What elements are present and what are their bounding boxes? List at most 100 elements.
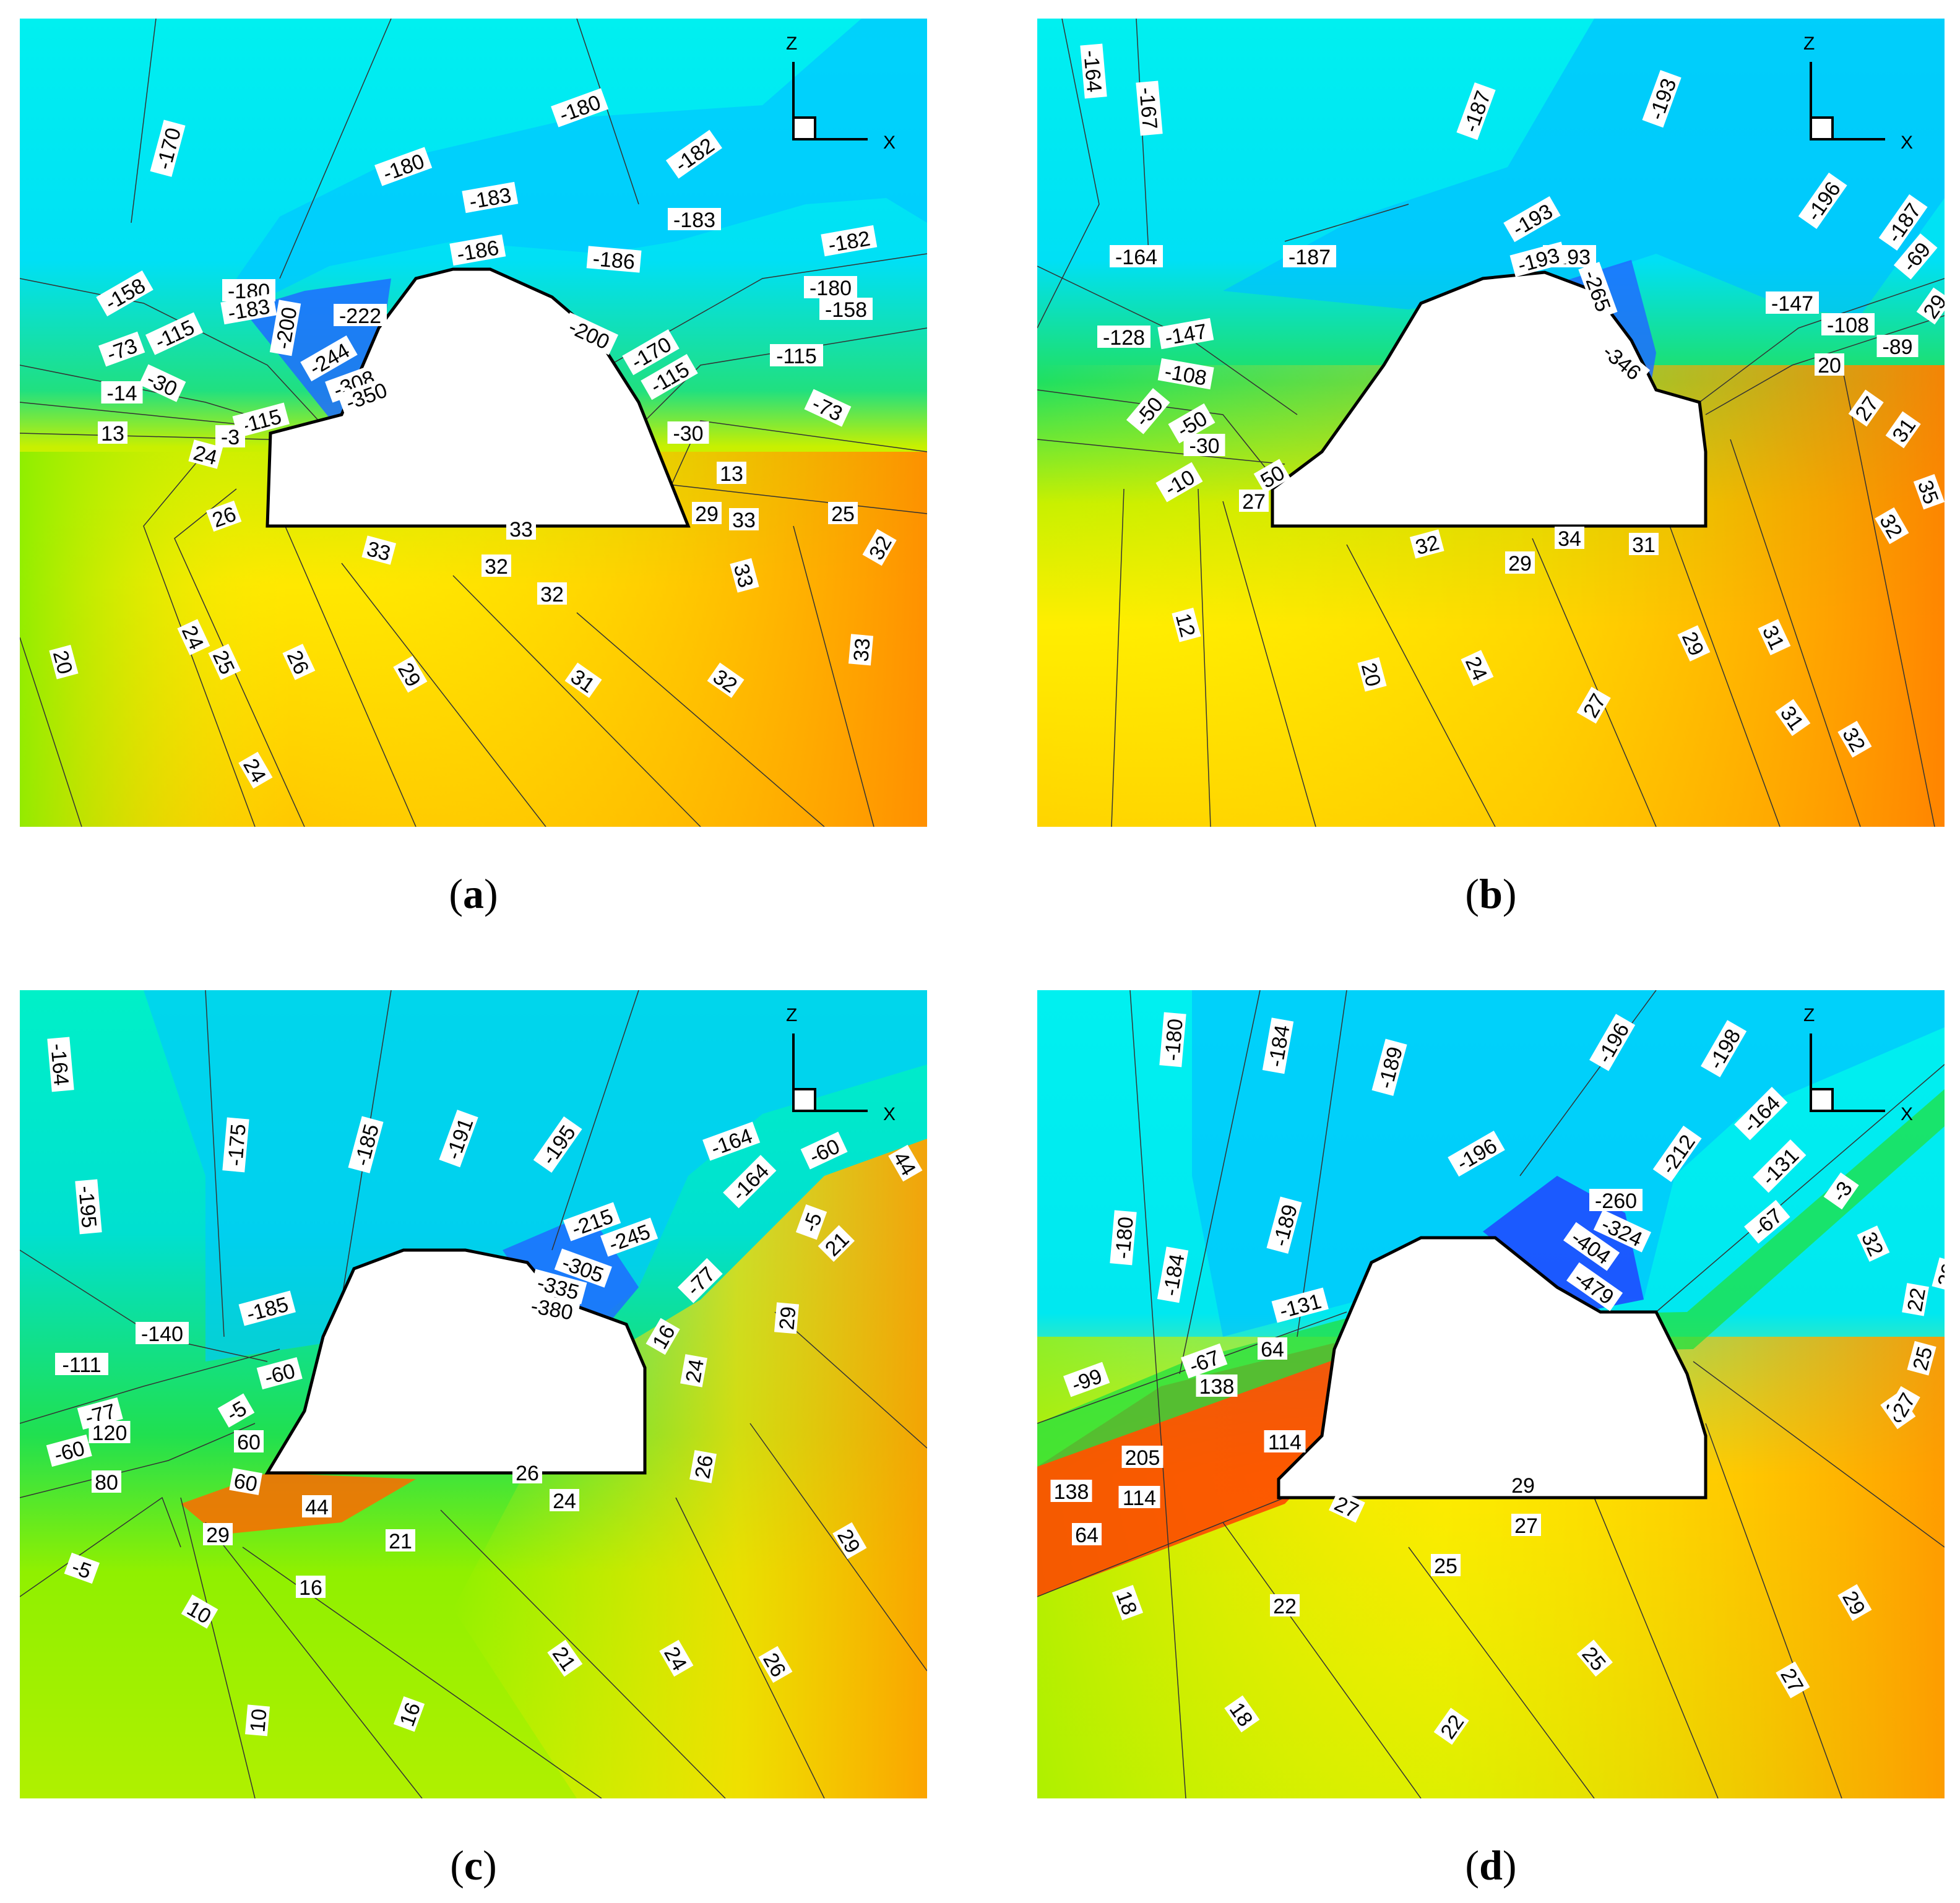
contour-label: 20 — [1815, 353, 1844, 378]
svg-text:-128: -128 — [1103, 326, 1145, 350]
contour-value-labels: -164-167 -187 -193-196-187-164-193 -187-193… — [1079, 43, 1945, 758]
contour-lines — [1037, 19, 1945, 827]
contour-label: 24 — [550, 1489, 579, 1513]
contour-label: -164 — [46, 1037, 74, 1092]
contour-plot-d: Z X -180 -184 -189-196 -198-196 -212-164-260… — [1037, 990, 1945, 1798]
svg-text:-108: -108 — [1827, 314, 1869, 337]
contour-label: -183 — [462, 181, 519, 214]
svg-text:-89: -89 — [1882, 335, 1912, 359]
svg-text:64: 64 — [1261, 1338, 1284, 1361]
svg-text:44: 44 — [305, 1496, 329, 1519]
svg-text:120: 120 — [92, 1422, 127, 1445]
svg-text:-140: -140 — [141, 1323, 183, 1346]
contour-label: 32 — [537, 582, 567, 606]
contour-label: 24 — [188, 439, 223, 470]
contour-lines — [1037, 990, 1945, 1798]
contour-label: -180 — [1110, 1210, 1138, 1266]
transition-band — [1037, 1089, 1945, 1467]
axis-x-label: X — [883, 132, 896, 153]
contour-label: -108 — [1821, 313, 1875, 337]
coordinate-axes — [792, 62, 868, 140]
contour-label: 29 — [1837, 1584, 1872, 1621]
panel-d: Z X -180 -184 -189 -196 -198 -196 -212 -164 -260… — [1037, 990, 1945, 1798]
contour-label: 80 — [92, 1470, 121, 1495]
svg-text:31: 31 — [1632, 533, 1656, 557]
svg-text:24: 24 — [681, 1357, 709, 1384]
caption-d: (d) — [1465, 1842, 1517, 1889]
svg-text:60: 60 — [232, 1469, 259, 1496]
contour-label: 24 — [1461, 650, 1494, 686]
contour-label: -186 — [586, 246, 642, 274]
svg-text:25: 25 — [1434, 1555, 1457, 1578]
contour-label: 29 — [203, 1523, 233, 1547]
coordinate-axes — [1810, 62, 1885, 140]
contour-label: 13 — [717, 462, 746, 486]
svg-text:64: 64 — [1075, 1524, 1099, 1547]
svg-text:-147: -147 — [1771, 292, 1813, 316]
axis-x-label: X — [1901, 132, 1913, 153]
svg-text:-3: -3 — [221, 426, 240, 449]
contour-label: -222 — [334, 304, 387, 328]
axis-z-label: Z — [1803, 33, 1815, 54]
svg-text:-175: -175 — [223, 1123, 251, 1167]
svg-text:29: 29 — [1511, 1474, 1535, 1498]
contour-label: 31 — [1629, 533, 1659, 557]
contour-label: 21 — [386, 1529, 415, 1553]
contour-label: -175 — [222, 1117, 251, 1173]
contour-label: 64 — [1072, 1523, 1102, 1547]
contour-label: 138 — [1196, 1374, 1238, 1399]
svg-text:29: 29 — [206, 1524, 230, 1547]
contour-label: 114 — [1118, 1486, 1160, 1510]
axis-z-label: Z — [1803, 1005, 1815, 1025]
contour-label: 29 — [1505, 551, 1535, 576]
contour-label: 22 — [1902, 1283, 1930, 1316]
svg-text:-195: -195 — [74, 1185, 101, 1229]
svg-text:80: 80 — [95, 1471, 118, 1495]
contour-plot-a: Z X -180-170 -180 -182-183-183-182-186 -186… — [20, 19, 927, 827]
svg-text:-164: -164 — [46, 1043, 73, 1087]
svg-text:20: 20 — [1818, 354, 1841, 378]
contour-label: 60 — [229, 1468, 262, 1496]
svg-text:29: 29 — [775, 1306, 800, 1331]
contour-label: -189 — [1266, 1196, 1302, 1254]
svg-text:-167: -167 — [1134, 87, 1162, 131]
hot-zone — [1037, 1343, 1344, 1597]
svg-text:-180: -180 — [1160, 1018, 1188, 1062]
svg-text:-187: -187 — [1289, 246, 1331, 269]
svg-text:21: 21 — [389, 1530, 412, 1553]
contour-label: 33 — [506, 517, 536, 542]
contour-label: 29 — [1916, 287, 1945, 325]
svg-text:13: 13 — [101, 422, 124, 446]
contour-label: 25 — [1907, 1340, 1937, 1376]
svg-text:138: 138 — [1054, 1480, 1089, 1504]
svg-text:-111: -111 — [62, 1353, 101, 1377]
axis-x-label: X — [883, 1104, 896, 1124]
svg-text:27: 27 — [1514, 1514, 1538, 1538]
contour-label: 114 — [1264, 1430, 1306, 1454]
contour-label: 29 — [1508, 1474, 1538, 1498]
contour-label: -14 — [101, 381, 143, 405]
contour-label: 64 — [1258, 1337, 1287, 1361]
contour-label: 33 — [361, 535, 397, 566]
contour-label: 29 — [692, 502, 722, 526]
svg-text:24: 24 — [553, 1490, 576, 1513]
contour-plot-c: Z X -164-175 -185 -191 -195 -164-195-60 44-16… — [20, 990, 927, 1798]
contour-label: 20 — [1357, 657, 1387, 692]
caption-b: (b) — [1465, 870, 1517, 917]
svg-text:138: 138 — [1199, 1375, 1235, 1399]
svg-text:-164: -164 — [1115, 246, 1157, 269]
panel-c: Z X -164 -175 -185 -191 -195 -164 -195 -60 44 -16… — [20, 990, 927, 1798]
contour-label: 27 — [1511, 1514, 1541, 1538]
axis-x-label: X — [1901, 1104, 1913, 1124]
svg-text:-180: -180 — [809, 277, 852, 300]
contour-label: 16 — [296, 1576, 326, 1600]
contour-label: 33 — [729, 558, 759, 593]
contour-label: -164 — [1110, 245, 1163, 269]
contour-plot-b: Z X -164-167 -187 -193-196-187-164-193 -187… — [1037, 19, 1945, 827]
contour-label: -73 — [98, 331, 145, 367]
svg-text:32: 32 — [485, 555, 508, 579]
contour-label: -183 — [668, 208, 721, 232]
contour-label: -5 — [795, 1204, 827, 1240]
svg-text:32: 32 — [540, 583, 564, 606]
contour-label: -164 — [1734, 1087, 1788, 1141]
